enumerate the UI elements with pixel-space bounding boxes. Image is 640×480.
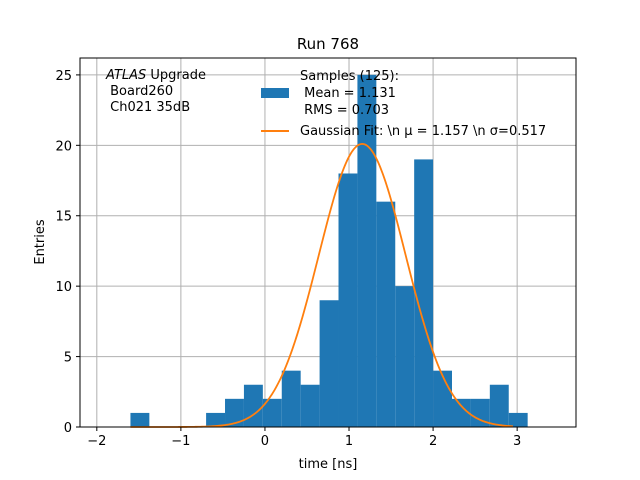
histogram-bar	[508, 412, 528, 427]
annotation-line-2: Board260	[106, 84, 173, 99]
x-ticks: −2 −1 0 1 2 3	[87, 427, 521, 449]
chart-title: Run 768	[297, 35, 359, 53]
histogram-bar	[130, 412, 150, 427]
legend-histogram-line-1: Samples (125):	[300, 69, 399, 84]
x-tick-label: −1	[171, 434, 190, 449]
legend-histogram-swatch	[261, 88, 289, 98]
atlas-annotation: ATLAS Upgrade Board260 Ch021 35dB	[105, 68, 206, 115]
x-tick-label: 2	[429, 434, 437, 449]
histogram-bar	[433, 370, 452, 427]
histogram-bar	[300, 384, 320, 427]
x-tick-label: 0	[261, 434, 269, 449]
histogram-bar	[470, 398, 490, 427]
histogram-bar	[225, 398, 244, 427]
histogram-bar	[376, 201, 396, 427]
legend-fit-label: Gaussian Fit: \n μ = 1.157 \n σ=0.517	[300, 124, 546, 139]
y-tick-label: 25	[55, 69, 72, 84]
annotation-line-1: ATLAS Upgrade	[105, 68, 206, 83]
histogram-bar	[338, 173, 358, 427]
legend: Samples (125): Mean = 1.131 RMS = 0.703 …	[261, 69, 546, 139]
histogram-bar	[414, 159, 434, 427]
histogram-bar	[452, 398, 471, 427]
y-tick-label: 10	[55, 280, 72, 295]
histogram-bar	[243, 384, 263, 427]
x-tick-label: 3	[513, 434, 521, 449]
x-axis-label: time [ns]	[299, 457, 358, 472]
histogram-bar	[281, 370, 301, 427]
y-tick-label: 0	[64, 421, 72, 436]
histogram-bar	[395, 286, 415, 427]
y-axis-label: Entries	[33, 219, 48, 265]
histogram-bar	[357, 74, 377, 428]
y-tick-label: 5	[64, 351, 72, 366]
legend-histogram-line-2: Mean = 1.131	[300, 86, 396, 101]
histogram-bar	[319, 300, 339, 427]
legend-histogram-line-3: RMS = 0.703	[300, 103, 389, 118]
histogram-bar	[262, 398, 282, 427]
plot-frame	[79, 57, 577, 428]
y-tick-label: 15	[55, 210, 72, 225]
histogram-bar	[489, 384, 509, 427]
histogram-bar	[206, 412, 226, 427]
y-tick-label: 20	[55, 139, 72, 154]
x-tick-label: −2	[87, 434, 106, 449]
annotation-line-3: Ch021 35dB	[106, 100, 190, 115]
x-tick-label: 1	[345, 434, 353, 449]
bars	[130, 74, 528, 428]
y-ticks: 0 5 10 15 20 25	[55, 69, 80, 436]
